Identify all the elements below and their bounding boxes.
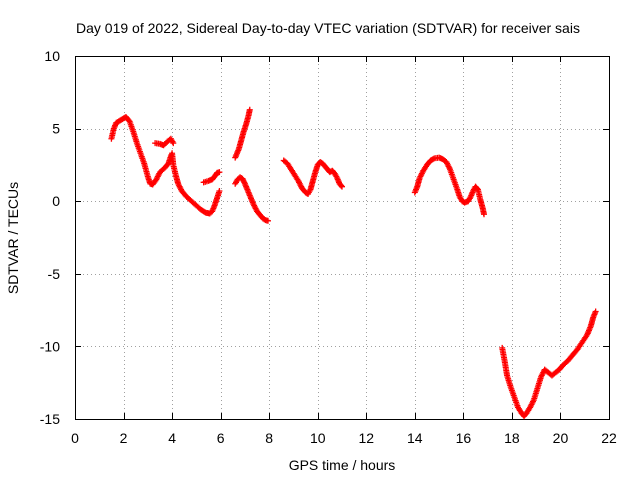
y-tick-labels: -15 -10 -5 0 5 10	[40, 48, 60, 427]
y-tick-label: -10	[40, 338, 60, 354]
series-arc-7	[411, 154, 487, 218]
chart-title: Day 019 of 2022, Sidereal Day-to-day VTE…	[76, 20, 580, 36]
x-tick-label: 12	[358, 430, 374, 446]
y-tick-label: -15	[40, 411, 60, 427]
data-point	[592, 308, 599, 315]
series-arc-1	[108, 113, 223, 217]
series-arc-8	[499, 308, 599, 420]
plot-frame	[75, 56, 610, 420]
data-point	[170, 140, 177, 147]
data-point	[246, 106, 253, 113]
data-point	[480, 211, 487, 218]
x-tick-label: 6	[217, 430, 225, 446]
x-tick-label: 14	[407, 430, 423, 446]
x-tick-label: 2	[120, 430, 128, 446]
y-axis-label: SDTVAR / TECUs	[5, 182, 21, 294]
axis-ticks	[75, 56, 610, 420]
data-points	[108, 106, 599, 420]
x-tick-label: 18	[504, 430, 520, 446]
series-arc-2	[152, 135, 177, 149]
series-arc-4	[232, 106, 253, 161]
y-tick-label: 0	[52, 193, 60, 209]
series-arc-3	[200, 169, 223, 186]
y-tick-label: -5	[48, 266, 61, 282]
x-tick-label: 16	[456, 430, 472, 446]
data-point	[216, 169, 223, 176]
data-point	[338, 182, 345, 189]
y-tick-label: 10	[44, 48, 60, 64]
series-arc-6	[280, 157, 345, 197]
x-tick-label: 20	[553, 430, 569, 446]
data-point	[474, 185, 481, 192]
x-tick-labels: 0 2 4 6 8 10 12 14 16 18 20 22	[71, 430, 617, 446]
gridlines	[75, 56, 609, 419]
data-point	[339, 183, 345, 190]
x-tick-label: 22	[601, 430, 617, 446]
x-tick-label: 8	[265, 430, 273, 446]
x-tick-label: 0	[71, 430, 79, 446]
y-tick-label: 5	[52, 121, 60, 137]
x-tick-label: 4	[168, 430, 176, 446]
series-arc-5	[232, 174, 271, 224]
data-point	[430, 156, 437, 163]
data-point	[216, 188, 223, 195]
x-axis-label: GPS time / hours	[289, 457, 396, 473]
x-tick-label: 10	[310, 430, 326, 446]
data-point	[264, 217, 271, 224]
